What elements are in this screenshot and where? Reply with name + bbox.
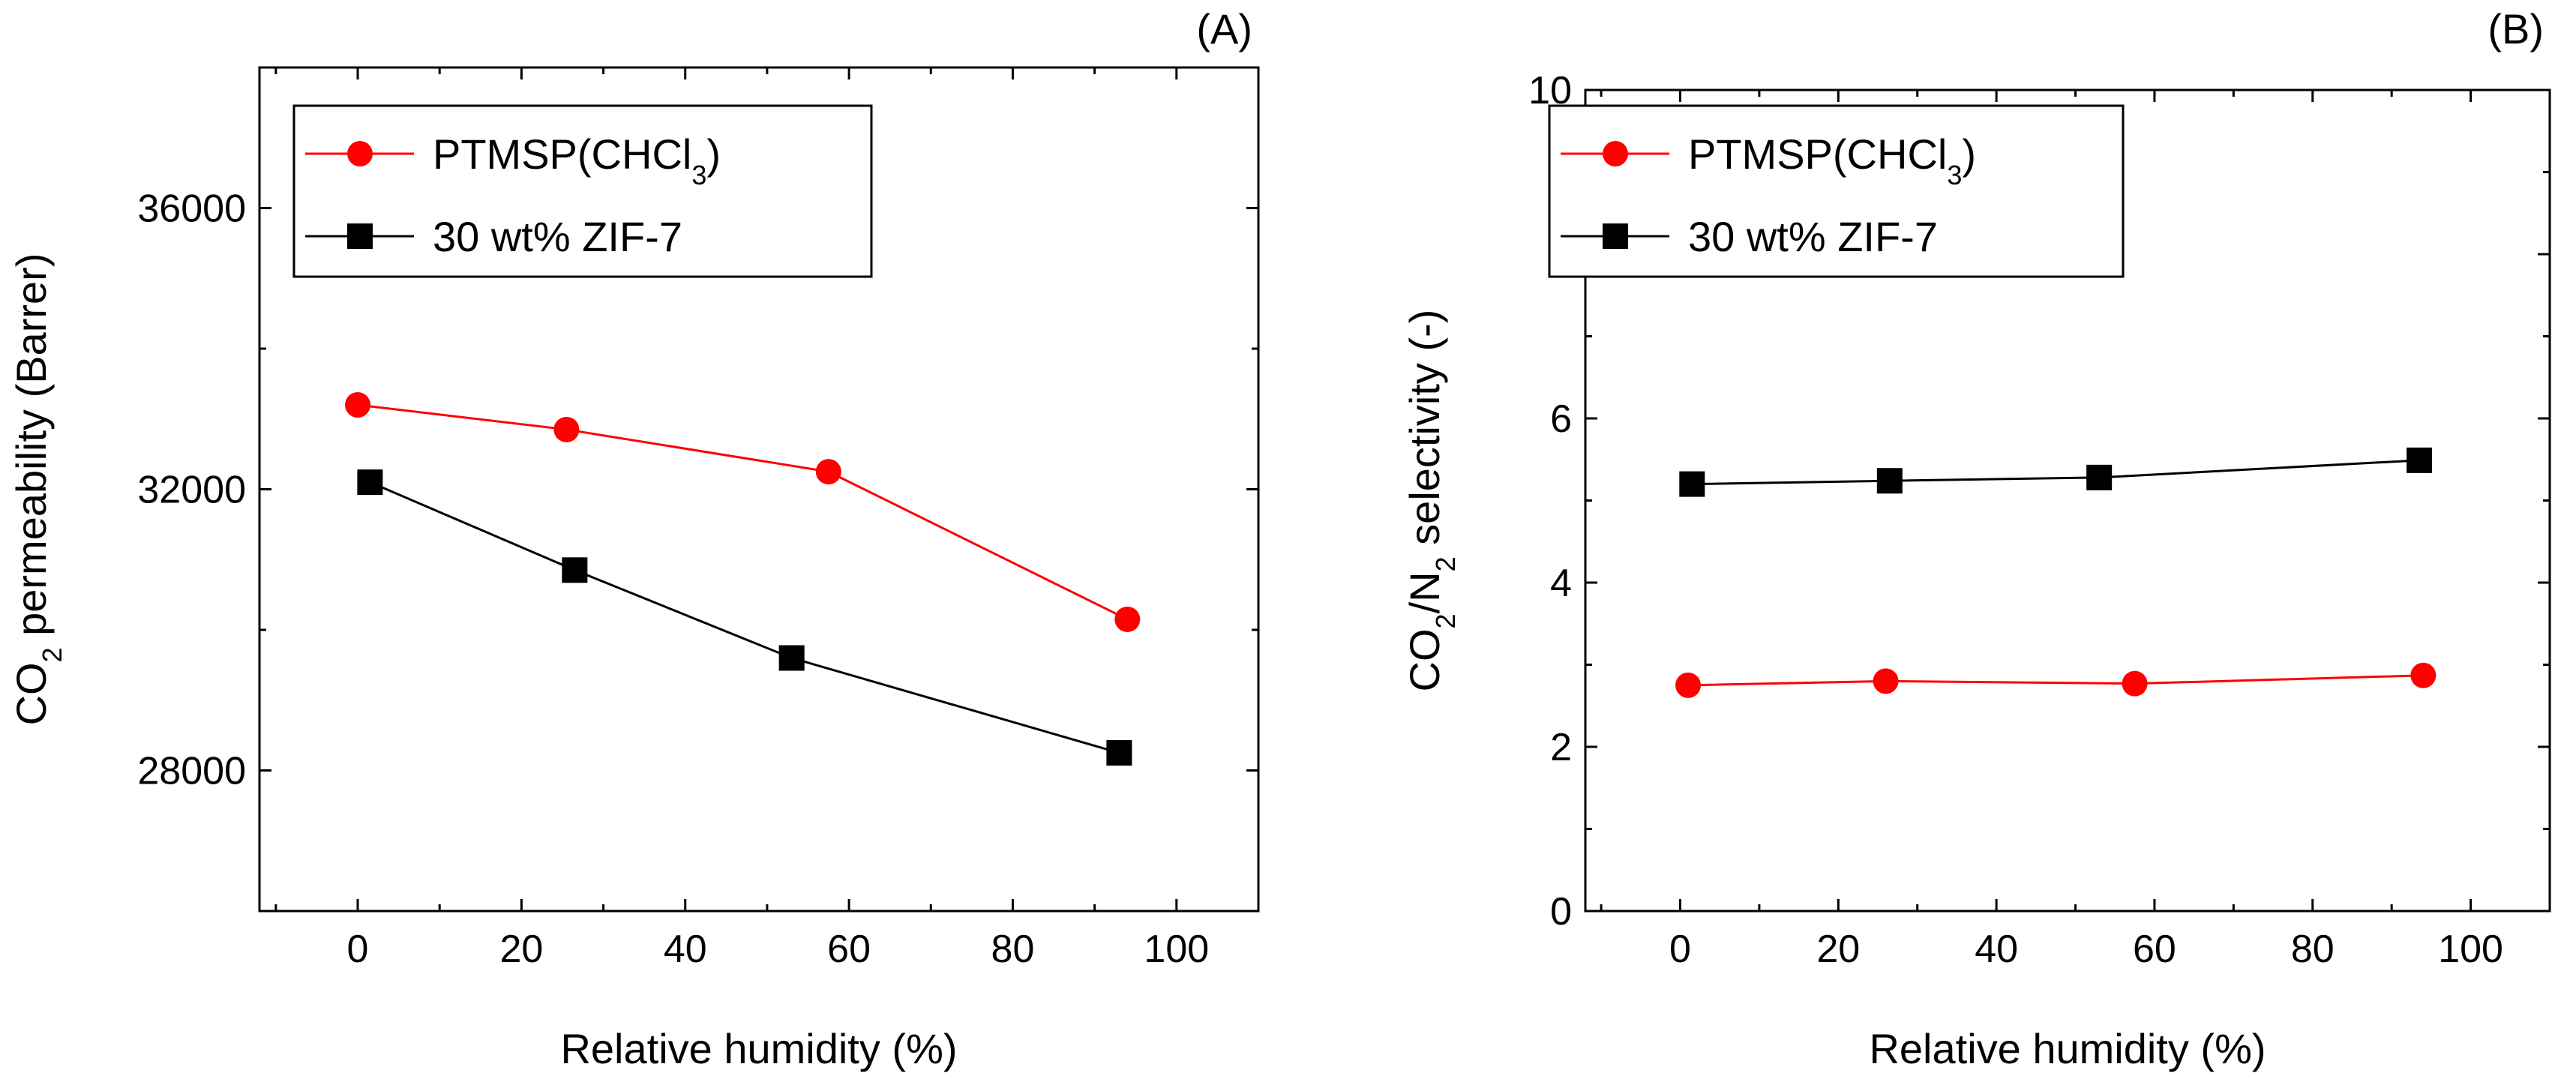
- series-line-1: [369, 481, 1120, 754]
- data-point-square: [778, 645, 805, 671]
- x-tick-label: 20: [1816, 928, 1860, 971]
- data-point-circle: [2122, 670, 2148, 697]
- y-axis-label: CO2/N2 selectivity (-): [1401, 310, 1461, 692]
- data-point-square: [1876, 468, 1903, 494]
- x-tick-label: 100: [1144, 928, 1209, 971]
- y-tick-label: 0: [1550, 890, 1572, 934]
- y-axis-label-part: 2: [1430, 613, 1461, 628]
- x-axis-label: Relative humidity (%): [560, 1025, 957, 1072]
- data-point-circle: [1675, 672, 1702, 698]
- data-point-square: [562, 557, 588, 583]
- y-axis-label-part: CO: [1401, 628, 1448, 691]
- legend-label-part: PTMSP(CHCl: [433, 130, 691, 178]
- data-point-circle: [1873, 668, 1899, 694]
- data-point-circle: [815, 459, 841, 485]
- legend-label-part: PTMSP(CHCl: [1688, 130, 1947, 178]
- series-line-1: [1692, 459, 2420, 486]
- x-tick-label: 40: [664, 928, 707, 971]
- x-axis-label: Relative humidity (%): [1869, 1025, 2266, 1072]
- data-point-square: [357, 469, 383, 496]
- y-axis-label-part: CO: [7, 662, 55, 725]
- legend-marker-square: [1603, 223, 1628, 249]
- series-line-0: [357, 403, 1128, 621]
- y-tick-label: 6: [1550, 397, 1572, 441]
- x-tick-label: 0: [347, 928, 369, 971]
- y-axis-label-part: permeability (Barrer): [7, 253, 55, 648]
- data-point-circle: [1114, 606, 1141, 632]
- y-tick-label: 36000: [137, 187, 246, 231]
- y-axis-label: CO2 permeability (Barrer): [7, 253, 67, 726]
- y-tick-label: 4: [1550, 562, 1572, 605]
- panel-label: (A): [1196, 5, 1252, 52]
- x-tick-label: 80: [2291, 928, 2335, 971]
- y-tick-label: 32000: [137, 469, 246, 512]
- y-axis-label-part: /N: [1401, 571, 1448, 613]
- legend-label-part: 3: [691, 160, 706, 190]
- legend-label: 30 wt% ZIF-7: [433, 213, 682, 260]
- legend-label-part: ): [706, 130, 721, 178]
- legend-label: PTMSP(CHCl3): [433, 130, 721, 190]
- data-point-square: [2407, 447, 2433, 473]
- panel-label: (B): [2488, 5, 2544, 52]
- x-tick-label: 20: [499, 928, 543, 971]
- data-point-circle: [553, 416, 580, 442]
- x-tick-label: 60: [2133, 928, 2176, 971]
- legend-label-part: 3: [1947, 160, 1962, 190]
- legend-marker-square: [347, 223, 373, 249]
- data-point-square: [2086, 464, 2113, 490]
- x-tick-label: 60: [827, 928, 871, 971]
- y-axis-label-part: 2: [37, 647, 67, 662]
- data-point-circle: [2410, 662, 2437, 688]
- data-point-circle: [345, 392, 371, 418]
- legend-box: [292, 104, 873, 278]
- data-point-square: [1679, 471, 1705, 497]
- legend-label-part: 30 wt% ZIF-7: [1688, 213, 1938, 260]
- x-tick-label: 40: [1975, 928, 2018, 971]
- legend-label-part: 30 wt% ZIF-7: [433, 213, 682, 260]
- y-axis-label-part: selectivity (-): [1401, 310, 1448, 557]
- legend-label-part: ): [1962, 130, 1976, 178]
- legend-label: PTMSP(CHCl3): [1688, 130, 1976, 190]
- x-tick-label: 80: [991, 928, 1035, 971]
- y-tick-label: 2: [1550, 726, 1572, 769]
- data-point-square: [1106, 740, 1132, 766]
- x-tick-label: 0: [1669, 928, 1691, 971]
- legend-marker-circle: [347, 141, 373, 166]
- legend-label: 30 wt% ZIF-7: [1688, 213, 1938, 260]
- panel-b: 0204060801000246810Relative humidity (%)…: [1401, 5, 2551, 1072]
- x-tick-label: 100: [2438, 928, 2503, 971]
- series-line-0: [1688, 674, 2424, 687]
- legend-marker-circle: [1603, 141, 1628, 166]
- panel-a: 0 20 40 60 80 100 28000 32000 36000 Relative humi…: [7, 5, 1260, 1072]
- y-tick-label: 28000: [137, 750, 246, 793]
- legend-box: [1548, 104, 2125, 278]
- y-axis-label-part: 2: [1430, 556, 1461, 571]
